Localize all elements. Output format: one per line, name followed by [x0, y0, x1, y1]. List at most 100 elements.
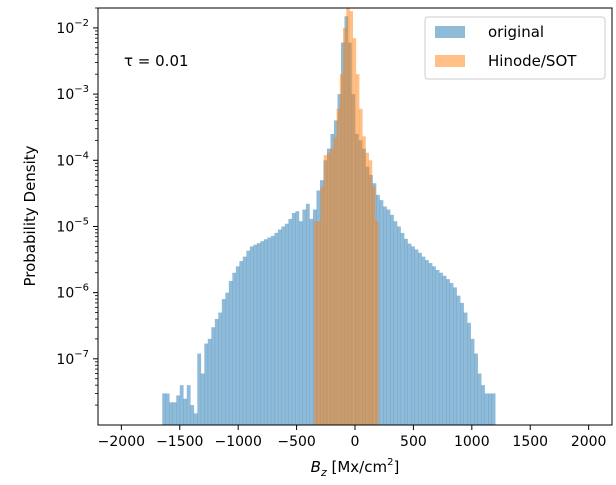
bar-original-24: [246, 250, 251, 425]
bar-original-3: [172, 402, 177, 425]
bar-original-91: [481, 385, 485, 425]
y-tick-label: 10−7: [56, 349, 89, 368]
bar-original-94: [491, 393, 496, 425]
x-tick-label: −500: [277, 434, 315, 450]
bar-original-6: [183, 398, 188, 425]
bar-original-19: [228, 280, 233, 425]
bar-original-64: [386, 209, 391, 425]
legend: original Hinode/SOT: [424, 16, 606, 80]
bar-hinode-0: [314, 221, 318, 425]
bar-hinode-5: [330, 148, 334, 425]
bar-original-33: [277, 229, 282, 425]
tau-annotation: τ = 0.01: [124, 52, 189, 70]
y-axis-label: Probability Density: [21, 145, 39, 286]
bar-original-4: [176, 395, 181, 425]
bar-original-69: [404, 238, 408, 425]
x-tick-label: 1000: [454, 434, 490, 450]
x-axis-label: Bz [Mx/cm2]: [311, 457, 400, 479]
bar-original-16: [218, 312, 223, 425]
bar-hinode-16: [365, 152, 370, 425]
bar-hinode-17: [368, 160, 373, 425]
bar-hinode-9: [343, 27, 347, 426]
bar-original-66: [393, 221, 398, 425]
bar-original-11: [200, 373, 205, 425]
bar-original-85: [460, 302, 464, 425]
bar-original-74: [421, 256, 426, 425]
bar-original-26: [253, 244, 258, 425]
bar-hinode-2: [320, 186, 325, 425]
bar-original-73: [418, 252, 422, 425]
bar-original-35: [284, 223, 289, 425]
legend-swatch-original: [435, 26, 465, 38]
x-tick-label: −1500: [156, 434, 203, 450]
bar-original-87: [467, 322, 471, 425]
y-tick-label: 10−4: [56, 150, 89, 169]
bar-original-42: [309, 218, 314, 425]
bar-original-7: [186, 385, 191, 425]
bar-hinode-12: [352, 38, 357, 425]
bar-hinode-13: [355, 74, 360, 425]
bar-original-38: [295, 211, 300, 425]
bar-original-80: [442, 275, 447, 425]
bar-original-65: [390, 214, 394, 425]
bar-hinode-6: [333, 137, 337, 425]
bar-original-12: [204, 343, 209, 425]
bar-original-79: [439, 272, 443, 425]
bar-original-31: [270, 235, 275, 425]
x-tick-label: 2000: [571, 434, 607, 450]
bar-original-2: [169, 402, 174, 425]
bar-original-72: [414, 249, 419, 425]
bar-original-63: [383, 206, 387, 425]
bar-original-67: [397, 226, 401, 425]
bar-original-76: [428, 263, 433, 425]
y-tick-label: 10−5: [56, 216, 89, 235]
bar-original-21: [235, 266, 240, 425]
bar-hinode-1: [317, 221, 321, 425]
bar-original-17: [221, 299, 226, 425]
x-tick-label: 500: [400, 434, 427, 450]
bar-original-28: [260, 241, 265, 425]
bar-original-1: [165, 393, 170, 425]
bar-hinode-14: [359, 108, 363, 425]
y-tick-label: 10−3: [56, 84, 89, 103]
bar-original-86: [463, 312, 468, 425]
bar-original-84: [456, 295, 461, 425]
bar-hinode-19: [375, 221, 379, 425]
bar-hinode-18: [371, 186, 376, 425]
bar-original-15: [214, 318, 219, 425]
legend-label-hinode: Hinode/SOT: [488, 52, 577, 70]
bar-original-25: [249, 246, 254, 425]
bar-original-13: [207, 338, 212, 425]
bar-original-62: [379, 200, 384, 425]
bar-original-92: [484, 393, 489, 425]
bar-hinode-8: [339, 74, 344, 425]
bar-original-39: [298, 221, 303, 425]
y-tick-label: 10−2: [56, 18, 89, 37]
bar-original-9: [193, 413, 198, 425]
bar-original-77: [432, 266, 436, 425]
bar-hinode-15: [362, 136, 366, 425]
x-tick-label: −2000: [98, 434, 145, 450]
bar-original-81: [446, 279, 450, 425]
x-tick-label: −1000: [215, 434, 262, 450]
legend-swatch-hinode: [435, 55, 465, 67]
bar-original-5: [179, 385, 184, 425]
bar-original-82: [449, 282, 454, 425]
bar-original-93: [488, 393, 492, 425]
bar-original-37: [291, 212, 296, 425]
y-tick-label: 10−6: [56, 283, 89, 302]
bar-original-41: [305, 203, 310, 425]
bar-original-78: [435, 269, 440, 425]
bar-hinode-4: [326, 152, 331, 425]
legend-label-original: original: [488, 23, 544, 41]
x-tick-label: 0: [351, 434, 360, 450]
bar-original-14: [211, 327, 216, 425]
bar-original-30: [267, 237, 272, 425]
bar-original-0: [162, 393, 167, 425]
bar-hinode-11: [349, 11, 353, 425]
bar-original-75: [425, 260, 429, 425]
bar-original-8: [190, 405, 195, 425]
bar-original-68: [400, 232, 405, 425]
bar-original-40: [302, 209, 307, 425]
